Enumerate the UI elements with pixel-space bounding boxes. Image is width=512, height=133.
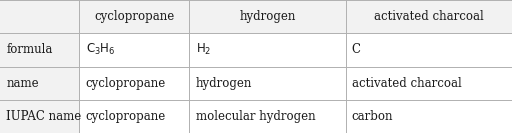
- Text: hydrogen: hydrogen: [239, 10, 296, 23]
- Bar: [189, 66, 346, 100]
- Text: carbon: carbon: [352, 110, 393, 123]
- Text: formula: formula: [6, 43, 53, 56]
- Bar: [189, 33, 346, 66]
- Bar: [0, 100, 79, 133]
- Bar: [0, 66, 79, 100]
- Bar: [346, 33, 512, 66]
- Bar: [189, 100, 346, 133]
- Text: cyclopropane: cyclopropane: [94, 10, 175, 23]
- Text: C: C: [352, 43, 361, 56]
- Text: $\mathregular{H_2}$: $\mathregular{H_2}$: [196, 42, 211, 57]
- Text: hydrogen: hydrogen: [196, 77, 252, 90]
- Bar: [79, 33, 189, 66]
- Text: cyclopropane: cyclopropane: [86, 110, 166, 123]
- Bar: [189, 0, 346, 33]
- Bar: [346, 100, 512, 133]
- Bar: [79, 0, 189, 33]
- Bar: [79, 66, 189, 100]
- Bar: [346, 66, 512, 100]
- Text: activated charcoal: activated charcoal: [352, 77, 461, 90]
- Text: $\mathregular{C_3H_6}$: $\mathregular{C_3H_6}$: [86, 42, 115, 57]
- Text: molecular hydrogen: molecular hydrogen: [196, 110, 315, 123]
- Text: IUPAC name: IUPAC name: [6, 110, 81, 123]
- Text: name: name: [6, 77, 39, 90]
- Bar: [346, 0, 512, 33]
- Text: activated charcoal: activated charcoal: [374, 10, 484, 23]
- Bar: [0, 0, 79, 33]
- Bar: [79, 100, 189, 133]
- Text: cyclopropane: cyclopropane: [86, 77, 166, 90]
- Bar: [0, 33, 79, 66]
